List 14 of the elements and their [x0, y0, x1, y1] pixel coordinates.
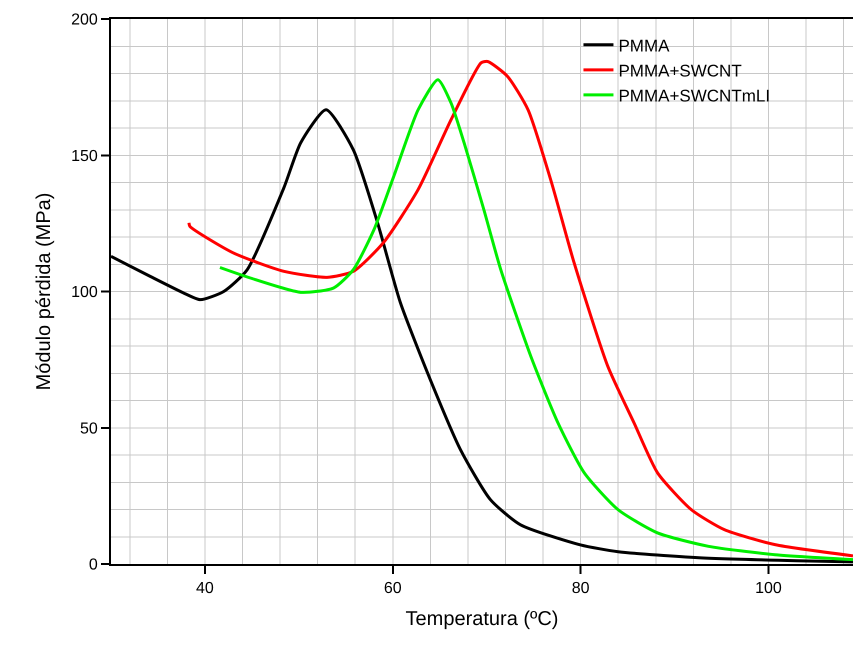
legend-label: PMMA+SWCNTmLI: [618, 86, 770, 106]
x-tick-label: 80: [572, 580, 590, 598]
x-tick-label: 100: [755, 580, 782, 598]
y-axis-title: Módulo pérdida (MPa): [33, 192, 56, 390]
y-tick-label: 0: [88, 556, 98, 574]
y-tick-label: 150: [71, 148, 98, 165]
y-tick-label: 100: [71, 284, 98, 302]
x-tick-label: 40: [196, 580, 214, 598]
x-axis-title: Temperatura (ºC): [406, 608, 558, 630]
legend-label: PMMA: [618, 36, 670, 56]
y-tick-label: 200: [71, 12, 98, 29]
legend-label: PMMA+SWCNT: [618, 61, 742, 80]
y-tick-label: 50: [80, 420, 98, 438]
x-tick-label: 60: [384, 580, 402, 598]
